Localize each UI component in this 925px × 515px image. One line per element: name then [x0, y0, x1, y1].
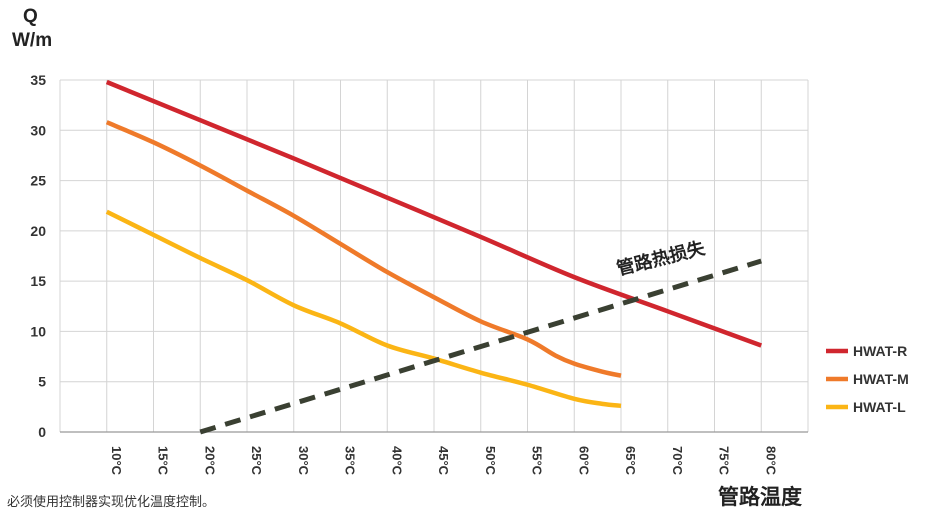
y-tick-label: 25 — [30, 173, 46, 189]
x-tick-label: 30°C — [296, 446, 311, 476]
y-tick-label: 5 — [38, 374, 46, 390]
legend-label: HWAT-M — [853, 371, 909, 387]
x-tick-label: 60°C — [576, 446, 591, 476]
y-axis-unit: W/m — [12, 30, 53, 51]
x-tick-label: 55°C — [530, 446, 545, 476]
x-axis-title: 管路温度 — [718, 485, 802, 509]
series-line-hwat-l — [105, 209, 622, 409]
footnote: 必须使用控制器实现优化温度控制。 — [7, 495, 216, 510]
y-tick-label: 15 — [30, 273, 46, 289]
x-tick-label: 45°C — [436, 446, 451, 476]
x-tick-label: 75°C — [717, 446, 732, 476]
y-tick-label: 10 — [30, 323, 46, 339]
x-tick-label: 40°C — [389, 446, 404, 476]
series-line-heat-loss — [199, 258, 762, 435]
y-tick-label: 35 — [30, 72, 46, 88]
x-tick-label: 10°C — [109, 446, 124, 476]
x-tick-label: 25°C — [249, 446, 264, 476]
y-tick-label: 30 — [30, 122, 46, 138]
x-tick-label: 70°C — [670, 446, 685, 476]
x-tick-label: 50°C — [483, 446, 498, 476]
x-tick-label: 65°C — [623, 446, 638, 476]
x-tick-label: 35°C — [343, 446, 358, 476]
y-axis-symbol: Q — [23, 6, 38, 27]
y-tick-label: 20 — [30, 223, 46, 239]
x-tick-label: 80°C — [763, 446, 778, 476]
x-tick-label: 15°C — [156, 446, 171, 476]
series-line-hwat-m — [105, 120, 622, 378]
x-tick-label: 20°C — [202, 446, 217, 476]
legend-label: HWAT-L — [853, 399, 906, 415]
legend-label: HWAT-R — [853, 343, 907, 359]
y-tick-label: 0 — [38, 424, 46, 440]
series-line-hwat-r — [105, 79, 763, 348]
